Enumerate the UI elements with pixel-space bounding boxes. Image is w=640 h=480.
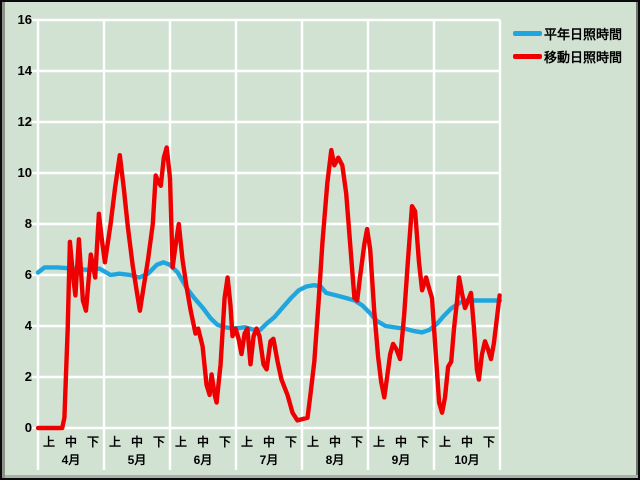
- legend-label: 移動日照時間: [544, 50, 623, 65]
- legend-item-normal-sunshine: 平年日照時間: [513, 22, 637, 45]
- x-period-label: 上: [174, 435, 187, 449]
- y-tick-label: 0: [24, 420, 32, 435]
- x-period-label: 上: [240, 435, 253, 449]
- x-period-label: 中: [64, 435, 77, 449]
- x-month-label: 4月: [61, 453, 81, 467]
- legend-line-sample-blue: [513, 31, 542, 36]
- x-month-label: 7月: [259, 453, 279, 467]
- y-tick-label: 12: [17, 114, 32, 129]
- x-month-label: 6月: [193, 453, 213, 467]
- y-tick-label: 6: [24, 267, 32, 282]
- x-period-label: 下: [482, 435, 495, 449]
- x-period-label: 上: [108, 435, 121, 449]
- y-tick-label: 4: [24, 318, 32, 333]
- x-period-label: 中: [262, 435, 275, 449]
- legend-line-sample-red: [513, 54, 542, 59]
- x-month-label: 8月: [325, 453, 345, 467]
- x-month-label: 9月: [391, 453, 411, 467]
- x-period-label: 中: [328, 435, 341, 449]
- y-tick-label: 14: [17, 63, 32, 78]
- legend: 平年日照時間 移動日照時間: [513, 22, 637, 68]
- x-period-label: 中: [196, 435, 209, 449]
- x-period-label: 下: [86, 435, 99, 449]
- x-period-label: 下: [284, 435, 297, 449]
- y-tick-label: 8: [24, 216, 32, 231]
- x-period-label: 下: [152, 435, 165, 449]
- x-period-label: 上: [42, 435, 55, 449]
- x-period-label: 下: [350, 435, 363, 449]
- y-tick-label: 10: [17, 165, 32, 180]
- legend-item-moving-sunshine: 移動日照時間: [513, 45, 637, 68]
- legend-label: 平年日照時間: [544, 27, 623, 42]
- y-tick-label: 2: [24, 369, 32, 384]
- x-period-label: 中: [394, 435, 407, 449]
- x-period-label: 中: [460, 435, 473, 449]
- x-period-label: 下: [218, 435, 231, 449]
- y-tick-label: 16: [17, 12, 32, 27]
- x-period-label: 中: [130, 435, 143, 449]
- x-period-label: 上: [306, 435, 319, 449]
- series-line-1: [35, 145, 502, 431]
- x-period-label: 上: [372, 435, 385, 449]
- x-period-label: 下: [416, 435, 429, 449]
- x-month-label: 10月: [454, 453, 480, 467]
- x-month-label: 5月: [127, 453, 147, 467]
- x-period-label: 上: [438, 435, 451, 449]
